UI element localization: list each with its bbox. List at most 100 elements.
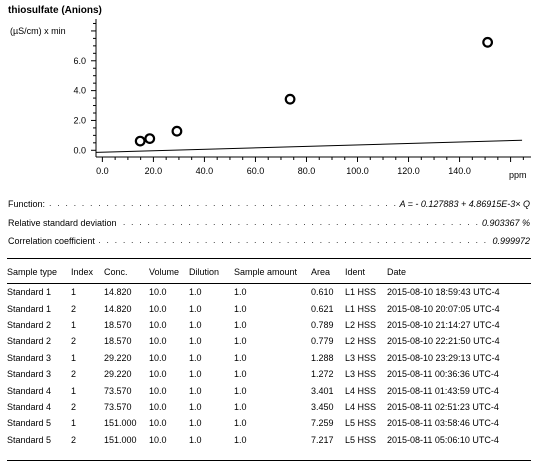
- y-tick-label: 4.0: [73, 86, 86, 96]
- col-header: Index: [71, 266, 104, 284]
- table-cell: 10.0: [149, 385, 167, 396]
- table-cell: 14.820: [104, 303, 132, 314]
- x-tick-label: 60.0: [247, 166, 265, 176]
- table-cell: 1: [71, 385, 77, 396]
- table-row: Standard 4 2 73.570 10.0 1.0 1.0 3.450 L4 HSS 20…: [7, 399, 531, 415]
- table-cell: 2: [71, 369, 77, 380]
- stat-relative-standard-deviation: . . . . . . . . . . . . . . . . . . . . …: [8, 216, 530, 230]
- table-cell: Standard 5: [7, 418, 52, 429]
- table-cell: 29.220: [104, 352, 132, 363]
- table-cell: L5 HSS: [345, 434, 377, 445]
- table-cell: 10.0: [149, 352, 167, 363]
- table-cell: 14.820: [104, 287, 132, 298]
- table-cell: 10.0: [149, 336, 167, 347]
- table-cell: 2015-08-11 01:43:59 UTC-4: [387, 385, 499, 396]
- table-cell: 0.779: [311, 336, 334, 347]
- table-row: Standard 1 2 14.820 10.0 1.0 1.0 0.621 L1 HSS 20…: [7, 300, 531, 316]
- table-cell: 2: [71, 434, 77, 445]
- table-cell: 1.0: [189, 401, 202, 412]
- table-cell: 1.0: [234, 434, 247, 445]
- table-cell: 7.217: [311, 434, 334, 445]
- table-cell: Standard 3: [7, 369, 52, 380]
- table-cell: Standard 2: [7, 319, 52, 330]
- table-cell: L2 HSS: [345, 336, 377, 347]
- table-cell: 2: [71, 336, 77, 347]
- table-cell: 1.0: [189, 303, 202, 314]
- x-tick-label: 0.0: [96, 166, 109, 176]
- table-cell: 1.0: [234, 303, 247, 314]
- x-tick-label: 140.0: [448, 166, 471, 176]
- stat-value: A = - 0.127883 + 4.86915E-3× Q: [396, 197, 530, 211]
- leader-dots: . . . . . . . . . . . . . . . . . . . . …: [8, 198, 530, 208]
- x-tick-label: 40.0: [196, 166, 214, 176]
- table-cell: 73.570: [104, 385, 132, 396]
- table-cell: 1.0: [234, 352, 247, 363]
- table-cell: 1.272: [311, 369, 334, 380]
- leader-dots: . . . . . . . . . . . . . . . . . . . . …: [8, 217, 530, 227]
- table-cell: 2015-08-11 00:36:36 UTC-4: [387, 369, 499, 380]
- table-cell: 1.0: [189, 418, 202, 429]
- stat-correlation-coefficient: . . . . . . . . . . . . . . . . . . . . …: [8, 234, 530, 248]
- y-tick-label: 2.0: [73, 115, 86, 125]
- table-row: Standard 3 2 29.220 10.0 1.0 1.0 1.272 L3 HSS 20…: [7, 366, 531, 382]
- table-row: Standard 5 2 151.000 10.0 1.0 1.0 7.217 L5 HSS 2…: [7, 432, 531, 448]
- table-cell: 0.789: [311, 319, 334, 330]
- chart-axes: 0.0 20.0 40.0 60.0 80.0 100.0 120.0 140.0 0.0 2.0…: [73, 19, 531, 176]
- table-cell: Standard 4: [7, 401, 52, 412]
- table-cell: 1.0: [189, 287, 202, 298]
- table-cell: 10.0: [149, 418, 167, 429]
- table-cell: 10.0: [149, 401, 167, 412]
- table-cell: 29.220: [104, 369, 132, 380]
- data-point: [482, 36, 494, 48]
- table-cell: 1.0: [234, 385, 247, 396]
- table-body: Standard 1 1 14.820 10.0 1.0 1.0 0.610 L1 HSS 20…: [7, 284, 531, 448]
- table-cell: 1.0: [234, 287, 247, 298]
- table-cell: 10.0: [149, 434, 167, 445]
- table-cell: 2015-08-11 03:58:46 UTC-4: [387, 418, 499, 429]
- stat-value: 0.999972: [489, 234, 530, 248]
- table-cell: 1.0: [189, 434, 202, 445]
- table-cell: 1: [71, 319, 77, 330]
- data-point: [284, 93, 296, 105]
- table-cell: L5 HSS: [345, 418, 377, 429]
- data-points: [134, 36, 494, 147]
- table-cell: 1.288: [311, 352, 334, 363]
- calibration-table: Sample type Index Conc. Volume Dilution …: [7, 266, 531, 448]
- table-cell: 0.610: [311, 287, 334, 298]
- col-header: Dilution: [189, 266, 234, 284]
- table-cell: 1.0: [234, 319, 247, 330]
- x-tick-label: 120.0: [397, 166, 420, 176]
- table-cell: 2015-08-11 02:51:23 UTC-4: [387, 401, 499, 412]
- x-axis-label: ppm: [509, 170, 527, 180]
- col-header: Ident: [345, 266, 387, 284]
- table-row: Standard 2 2 18.570 10.0 1.0 1.0 0.779 L2 HSS 20…: [7, 333, 531, 349]
- table-cell: L4 HSS: [345, 401, 377, 412]
- stat-value: 0.903367 %: [478, 216, 530, 230]
- table-cell: 0.621: [311, 303, 334, 314]
- divider: [7, 258, 531, 259]
- table-cell: 10.0: [149, 369, 167, 380]
- x-tick-label: 80.0: [298, 166, 316, 176]
- table-cell: 3.401: [311, 385, 334, 396]
- col-header: Date: [387, 266, 531, 284]
- stat-label: Function:: [8, 197, 48, 211]
- col-header: Sample type: [7, 266, 71, 284]
- table-header-row: Sample type Index Conc. Volume Dilution …: [7, 266, 531, 284]
- table-cell: 2: [71, 401, 77, 412]
- table-cell: L3 HSS: [345, 352, 377, 363]
- table-cell: L4 HSS: [345, 385, 377, 396]
- table-cell: 1: [71, 352, 77, 363]
- table-cell: 2015-08-10 23:29:13 UTC-4: [387, 352, 500, 363]
- stat-label: Relative standard deviation: [8, 216, 119, 230]
- table-cell: 1.0: [234, 369, 247, 380]
- leader-dots: . . . . . . . . . . . . . . . . . . . . …: [8, 235, 530, 245]
- stat-label: Correlation coefficient: [8, 234, 97, 248]
- table-cell: 1.0: [189, 336, 202, 347]
- col-header: Sample amount: [234, 266, 311, 284]
- table-cell: 1.0: [234, 418, 247, 429]
- divider: [7, 460, 531, 461]
- table-cell: 1: [71, 287, 77, 298]
- table-cell: 2015-08-10 21:14:27 UTC-4: [387, 319, 500, 330]
- table-cell: L1 HSS: [345, 303, 377, 314]
- table-cell: 10.0: [149, 303, 167, 314]
